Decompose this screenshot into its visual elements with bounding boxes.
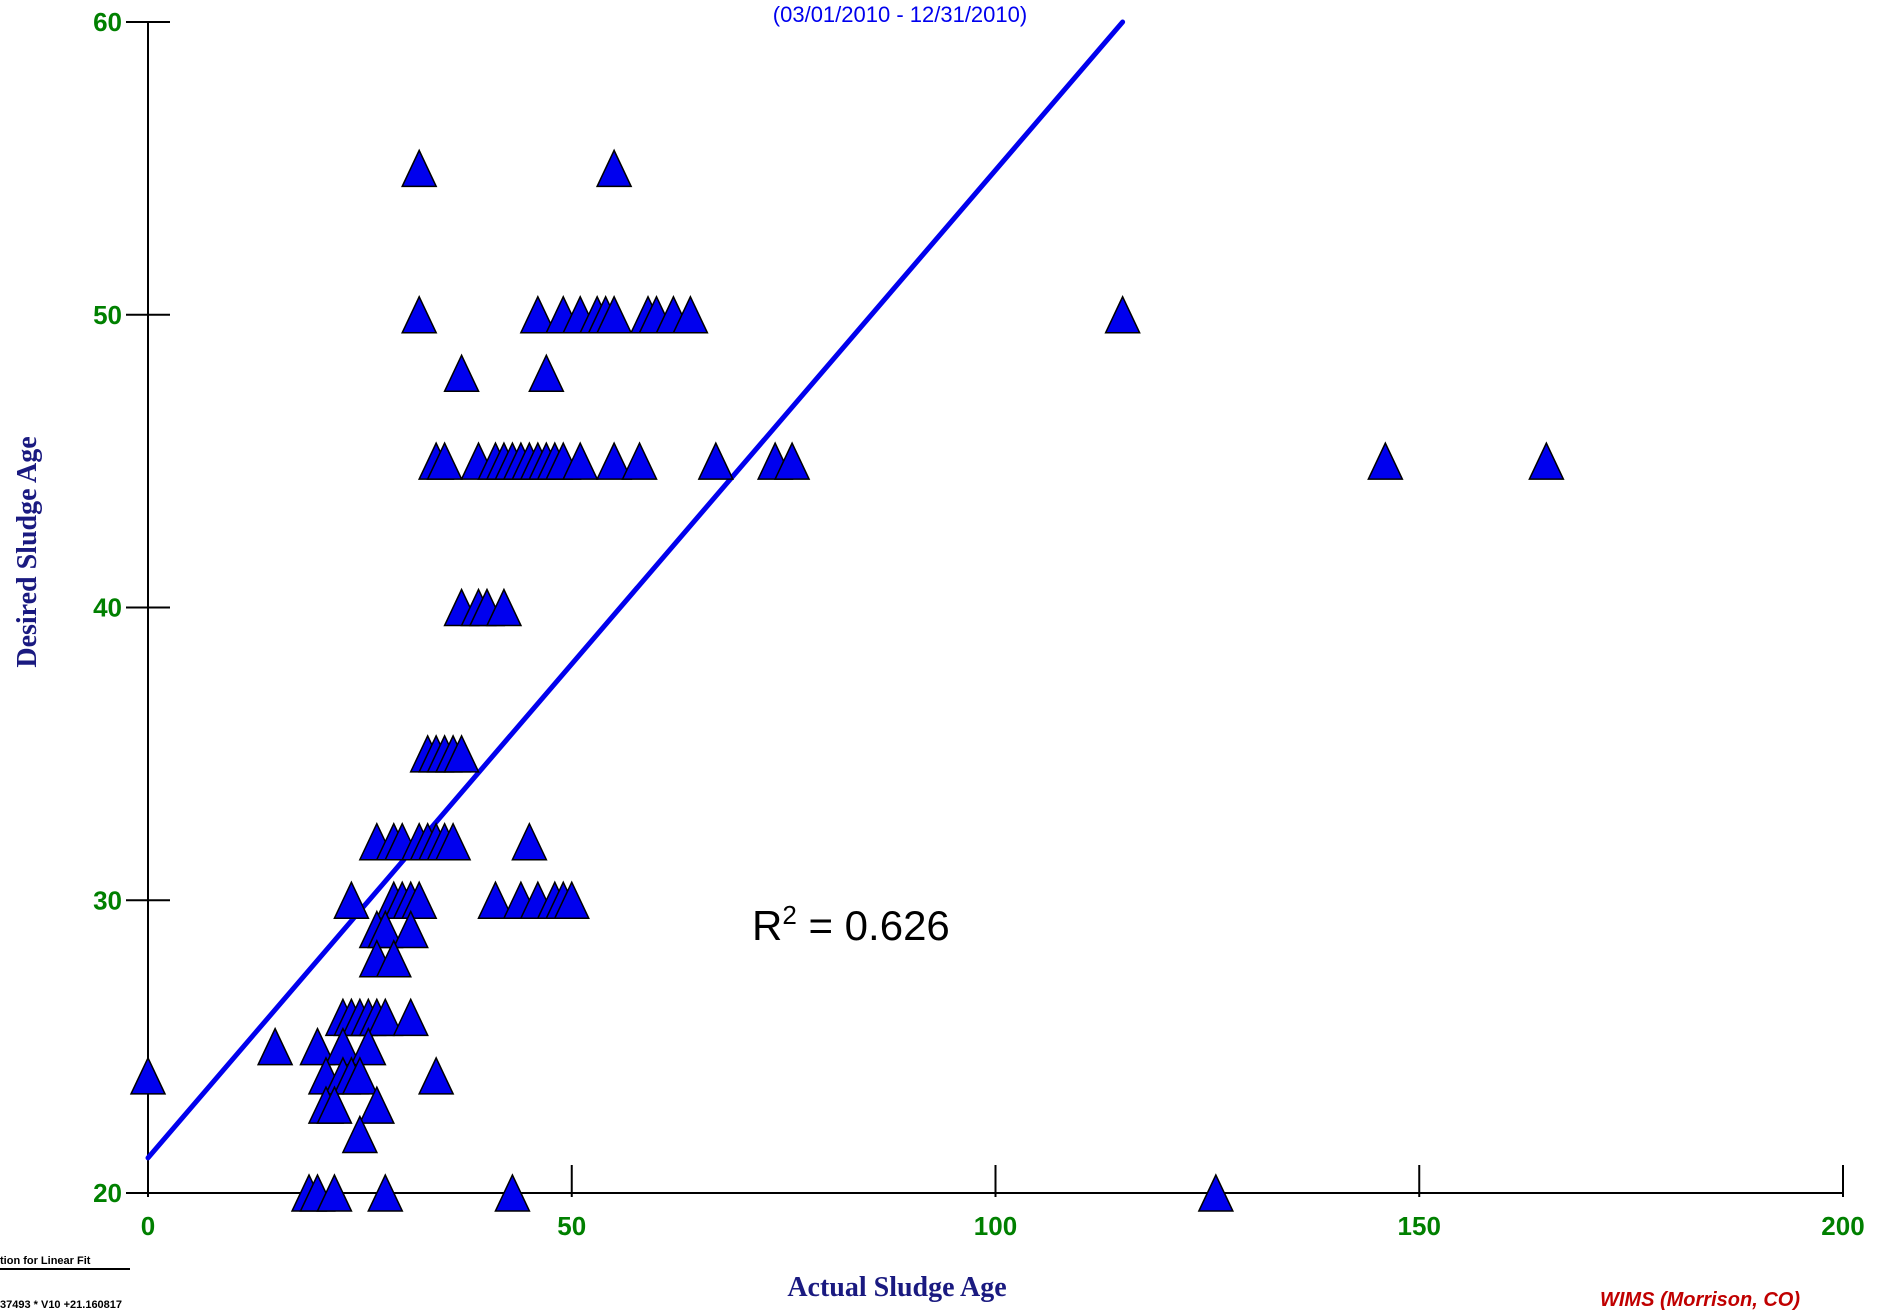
data-point [528, 353, 565, 393]
data-point [485, 587, 523, 627]
data-point [333, 880, 370, 919]
data-point [417, 1056, 455, 1095]
r-squared-superscript: 2 [782, 900, 796, 930]
data-point [341, 1114, 379, 1154]
data-point [392, 909, 429, 949]
data-point [299, 1026, 336, 1066]
credit-text: WIMS (Morrison, CO) [1600, 1289, 1800, 1311]
linear-fit-line [145, 19, 1126, 1161]
x-tick-label: 150 [1398, 1211, 1441, 1241]
data-point [316, 1085, 353, 1124]
data-point [316, 1173, 353, 1212]
data-point [1367, 441, 1404, 480]
data-point [375, 939, 412, 978]
y-tick-label: 20 [93, 1178, 122, 1208]
data-point [773, 441, 811, 480]
data-point [129, 1056, 167, 1095]
data-points [129, 148, 1565, 1212]
data-point [595, 441, 633, 480]
y-tick-label: 60 [93, 7, 122, 37]
data-point [621, 441, 658, 480]
data-point [595, 148, 633, 188]
data-point [401, 148, 438, 188]
data-point [443, 353, 480, 393]
data-point [401, 294, 438, 334]
chart-subtitle: (03/01/2010 - 12/31/2010) [773, 2, 1027, 27]
x-tick-label: 0 [141, 1211, 155, 1241]
data-point [341, 1056, 379, 1095]
data-point [511, 821, 548, 861]
r-squared-symbol: R [752, 902, 782, 949]
data-point [443, 734, 480, 773]
data-point [367, 997, 404, 1037]
fit-line-group [145, 19, 1126, 1161]
linear-fit-equation: 37493 * V10 +21.160817 [0, 1299, 122, 1311]
y-tick-label: 30 [93, 885, 122, 915]
data-point [392, 997, 429, 1037]
x-tick-label: 100 [974, 1211, 1017, 1241]
data-point [401, 880, 438, 919]
r-squared-annotation: R2 = 0.626 [752, 900, 950, 949]
r-squared-value: = 0.626 [797, 902, 950, 949]
data-point [494, 1173, 531, 1212]
data-point [367, 1173, 404, 1212]
data-point [350, 1026, 387, 1066]
y-tick-label: 50 [93, 300, 122, 330]
data-point [595, 294, 633, 334]
y-tick-label: 40 [93, 593, 122, 623]
data-point [426, 441, 463, 480]
data-point [1197, 1173, 1235, 1212]
linear-fit-caption: tion for Linear Fit [0, 1255, 91, 1267]
data-point [434, 821, 472, 861]
data-point [697, 441, 735, 480]
data-point [1528, 441, 1565, 480]
x-tick-label: 200 [1821, 1211, 1864, 1241]
data-point [519, 294, 557, 334]
x-axis-title: Actual Sludge Age [787, 1272, 1006, 1303]
x-tick-label: 50 [557, 1211, 586, 1241]
data-point [256, 1026, 294, 1066]
data-point [562, 441, 599, 480]
data-point [477, 880, 514, 919]
data-point [553, 880, 590, 919]
data-point [367, 909, 404, 949]
y-axis-title: Desired Sludge Age [12, 436, 43, 667]
data-point [358, 1085, 396, 1124]
axes: 0 50 100 150 200 20 30 40 50 60 [93, 7, 1865, 1241]
data-point [1104, 294, 1141, 334]
data-point [672, 294, 709, 334]
